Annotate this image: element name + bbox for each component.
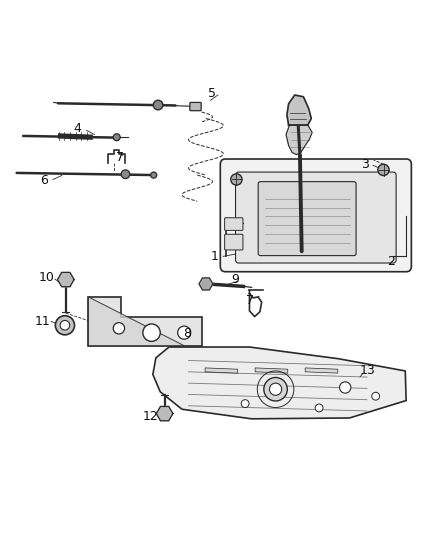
Text: 8: 8 <box>183 327 191 340</box>
Circle shape <box>143 324 160 341</box>
Text: 13: 13 <box>360 364 376 377</box>
Text: 11: 11 <box>35 315 51 328</box>
Circle shape <box>113 322 124 334</box>
Circle shape <box>60 320 70 330</box>
Text: 9: 9 <box>232 273 240 286</box>
Polygon shape <box>205 368 238 373</box>
Circle shape <box>153 100 163 110</box>
Circle shape <box>315 404 323 412</box>
Circle shape <box>372 392 380 400</box>
Circle shape <box>121 170 130 179</box>
Polygon shape <box>88 297 201 346</box>
Text: 6: 6 <box>40 174 48 187</box>
Circle shape <box>339 382 351 393</box>
FancyBboxPatch shape <box>190 102 201 111</box>
Polygon shape <box>255 368 288 373</box>
FancyBboxPatch shape <box>220 159 411 272</box>
Circle shape <box>378 164 389 175</box>
Text: 12: 12 <box>143 410 159 423</box>
FancyBboxPatch shape <box>225 235 243 250</box>
Text: 2: 2 <box>387 255 395 268</box>
Polygon shape <box>88 297 184 346</box>
Polygon shape <box>286 125 312 155</box>
Circle shape <box>231 174 242 185</box>
Circle shape <box>151 172 157 178</box>
Text: 3: 3 <box>361 158 369 171</box>
Circle shape <box>241 400 249 408</box>
Polygon shape <box>287 95 311 125</box>
Text: 10: 10 <box>38 271 54 284</box>
Text: 7: 7 <box>116 151 124 164</box>
Circle shape <box>55 316 74 335</box>
Text: 7: 7 <box>246 294 254 307</box>
Text: 1: 1 <box>211 251 219 263</box>
Circle shape <box>269 383 282 395</box>
Polygon shape <box>153 347 406 419</box>
FancyBboxPatch shape <box>258 182 356 256</box>
Polygon shape <box>57 272 74 287</box>
Text: 5: 5 <box>208 87 216 100</box>
Polygon shape <box>156 407 173 421</box>
FancyBboxPatch shape <box>225 218 243 230</box>
Circle shape <box>178 326 191 339</box>
Polygon shape <box>199 278 213 290</box>
FancyBboxPatch shape <box>236 172 396 263</box>
Circle shape <box>113 134 120 141</box>
Text: 4: 4 <box>74 123 81 135</box>
Polygon shape <box>305 368 338 373</box>
Circle shape <box>264 377 287 401</box>
